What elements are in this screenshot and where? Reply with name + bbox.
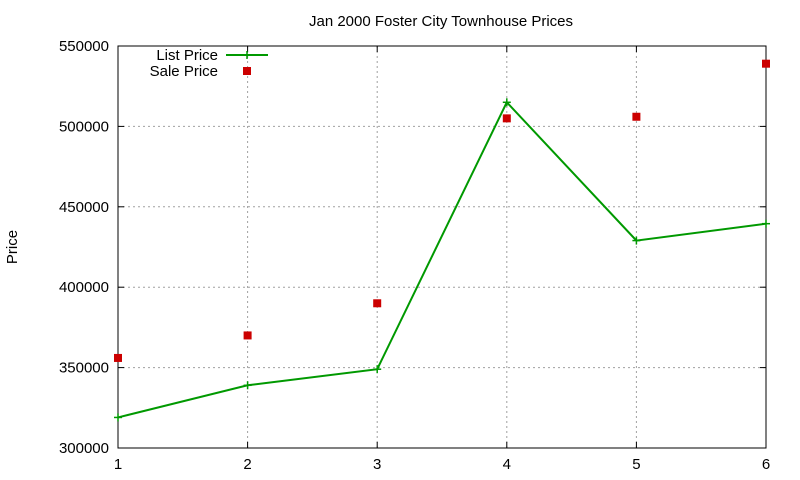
y-tick-label: 550000 [59,38,109,55]
x-tick-label: 5 [632,456,640,473]
legend-label: Sale Price [150,63,218,80]
series-list-price [114,98,770,422]
x-tick-label: 1 [114,456,122,473]
x-axis: 1 2 3 4 5 6 [114,46,770,473]
legend-marker [243,51,251,59]
data-point [762,59,770,68]
data-point [243,331,252,340]
data-point [502,114,511,123]
legend-swatch [243,67,251,75]
plot-area-border [117,45,767,449]
data-point [243,381,252,390]
data-point [632,112,641,121]
y-axis: 300000 350000 400000 450000 500000 550000 [59,38,766,457]
series-line [117,100,767,419]
data-point [373,365,382,374]
y-tick-label: 350000 [59,360,109,377]
data-point [502,98,511,107]
y-tick-label: 500000 [59,118,109,135]
series-sale-price [114,59,770,362]
series-layer [114,59,770,422]
y-tick-label: 300000 [59,440,109,457]
data-point [114,353,122,362]
y-axis-label: Price [4,230,21,264]
chart-title: Jan 2000 Foster City Townhouse Prices [309,13,573,30]
legend-swatch [226,51,268,59]
data-point [114,413,122,422]
data-point [632,236,641,245]
x-tick-label: 4 [503,456,511,473]
y-tick-label: 450000 [59,199,109,216]
x-tick-label: 3 [373,456,381,473]
x-tick-label: 6 [762,456,770,473]
grid-lines [118,46,766,448]
data-point [762,219,770,228]
legend-label: List Price [156,47,218,64]
y-tick-label: 400000 [59,279,109,296]
data-point [373,299,382,308]
legend-marker [243,67,251,75]
x-tick-label: 2 [243,456,251,473]
